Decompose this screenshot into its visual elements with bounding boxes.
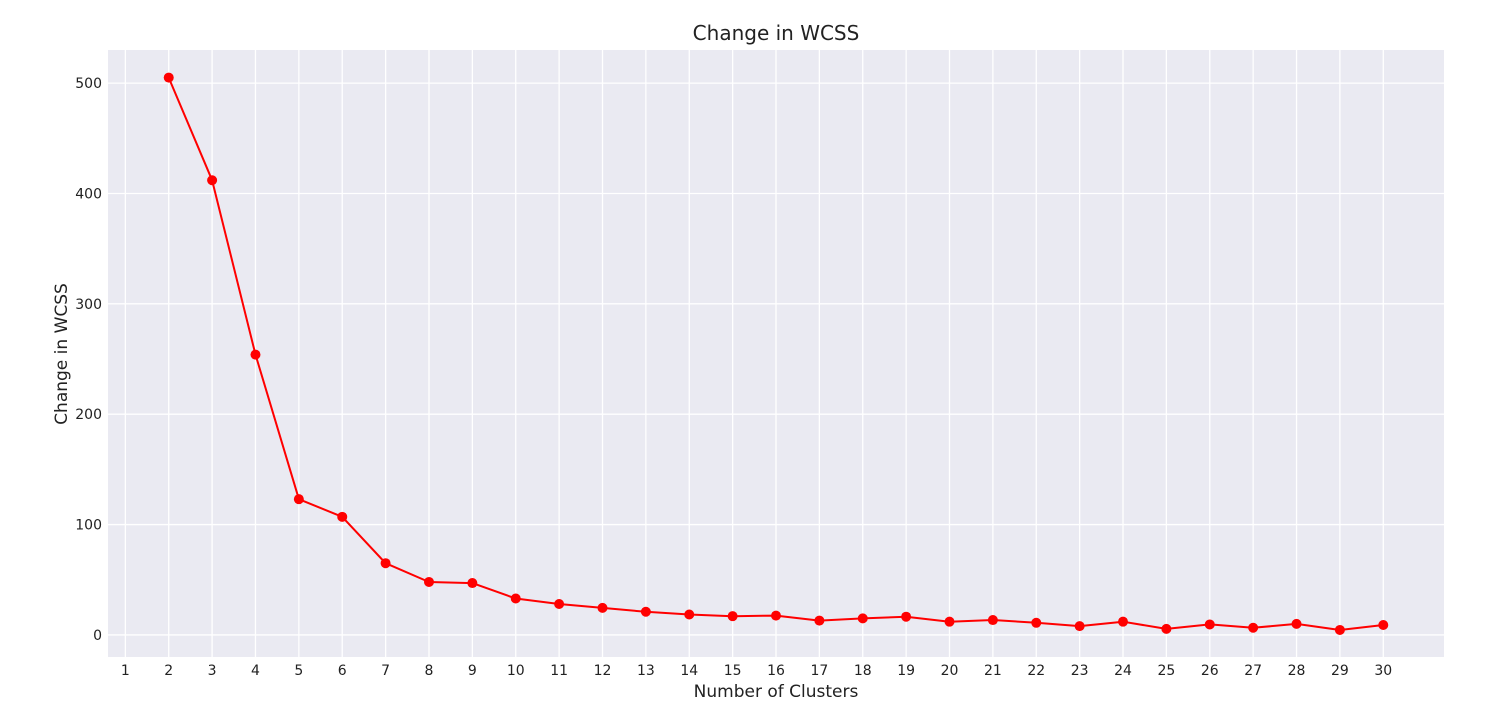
y-tick-label: 0 bbox=[93, 628, 102, 644]
y-tick-label: 500 bbox=[75, 76, 102, 92]
data-point bbox=[771, 610, 781, 621]
data-point bbox=[467, 578, 478, 589]
x-tick-label: 30 bbox=[1374, 663, 1392, 679]
x-tick-label: 22 bbox=[1027, 663, 1045, 679]
x-tick-label: 11 bbox=[550, 663, 568, 679]
x-tick-label: 24 bbox=[1114, 663, 1132, 679]
x-tick-label: 3 bbox=[208, 663, 217, 679]
data-point bbox=[640, 606, 651, 617]
data-point bbox=[250, 349, 261, 360]
tick-labels: 1 2 3 4 5 6 7 8 9 10 11 12 13 14 15 16 17 18 19 20 21 22 23 24 2… bbox=[75, 76, 1392, 679]
x-tick-label: 27 bbox=[1244, 663, 1262, 679]
data-point bbox=[684, 609, 695, 620]
x-tick-label: 1 bbox=[121, 663, 130, 679]
x-tick-label: 10 bbox=[507, 663, 525, 679]
data-series bbox=[163, 72, 1389, 635]
data-point bbox=[944, 616, 955, 627]
y-axis-label: Change in WCSS bbox=[52, 283, 72, 425]
x-tick-label: 17 bbox=[810, 663, 828, 679]
x-tick-label: 19 bbox=[897, 663, 915, 679]
x-tick-label: 8 bbox=[425, 663, 434, 679]
data-point bbox=[1378, 619, 1389, 630]
data-point bbox=[1204, 619, 1215, 630]
data-point bbox=[1074, 621, 1085, 632]
y-tick-label: 300 bbox=[75, 297, 102, 313]
x-tick-label: 21 bbox=[984, 663, 1002, 679]
x-tick-label: 13 bbox=[637, 663, 655, 679]
grid-lines bbox=[108, 50, 1444, 657]
x-tick-label: 2 bbox=[164, 663, 173, 679]
x-axis-label: Number of Clusters bbox=[694, 682, 859, 702]
data-point bbox=[423, 576, 434, 587]
data-point bbox=[163, 72, 174, 83]
x-tick-label: 15 bbox=[724, 663, 742, 679]
data-point bbox=[554, 599, 565, 610]
data-point bbox=[987, 615, 998, 626]
data-point bbox=[857, 613, 868, 624]
data-point bbox=[1031, 617, 1042, 628]
x-tick-label: 20 bbox=[941, 663, 959, 679]
data-point bbox=[597, 602, 608, 613]
x-tick-label: 6 bbox=[338, 663, 347, 679]
chart-title: Change in WCSS bbox=[693, 21, 860, 45]
x-tick-label: 26 bbox=[1201, 663, 1219, 679]
data-point bbox=[727, 611, 738, 622]
x-tick-label: 28 bbox=[1288, 663, 1306, 679]
data-point bbox=[814, 615, 825, 626]
x-tick-label: 23 bbox=[1071, 663, 1089, 679]
data-point bbox=[1118, 616, 1129, 627]
x-tick-label: 12 bbox=[594, 663, 612, 679]
y-tick-label: 200 bbox=[75, 407, 102, 423]
y-tick-label: 100 bbox=[75, 518, 102, 534]
data-point bbox=[901, 611, 912, 622]
x-tick-label: 4 bbox=[251, 663, 260, 679]
x-tick-label: 29 bbox=[1331, 663, 1349, 679]
x-tick-label: 16 bbox=[767, 663, 785, 679]
x-tick-label: 25 bbox=[1157, 663, 1175, 679]
x-tick-label: 14 bbox=[680, 663, 698, 679]
x-tick-label: 5 bbox=[294, 663, 303, 679]
x-tick-label: 9 bbox=[468, 663, 477, 679]
data-point bbox=[1334, 624, 1345, 635]
data-point bbox=[510, 593, 521, 604]
x-tick-label: 18 bbox=[854, 663, 872, 679]
data-point bbox=[1291, 618, 1302, 629]
data-point bbox=[1161, 623, 1172, 634]
data-point bbox=[337, 511, 348, 522]
data-point bbox=[1248, 622, 1259, 633]
data-point bbox=[207, 175, 218, 186]
data-point bbox=[380, 558, 391, 569]
y-tick-label: 400 bbox=[75, 186, 102, 202]
data-point bbox=[293, 494, 304, 505]
x-tick-label: 7 bbox=[381, 663, 390, 679]
